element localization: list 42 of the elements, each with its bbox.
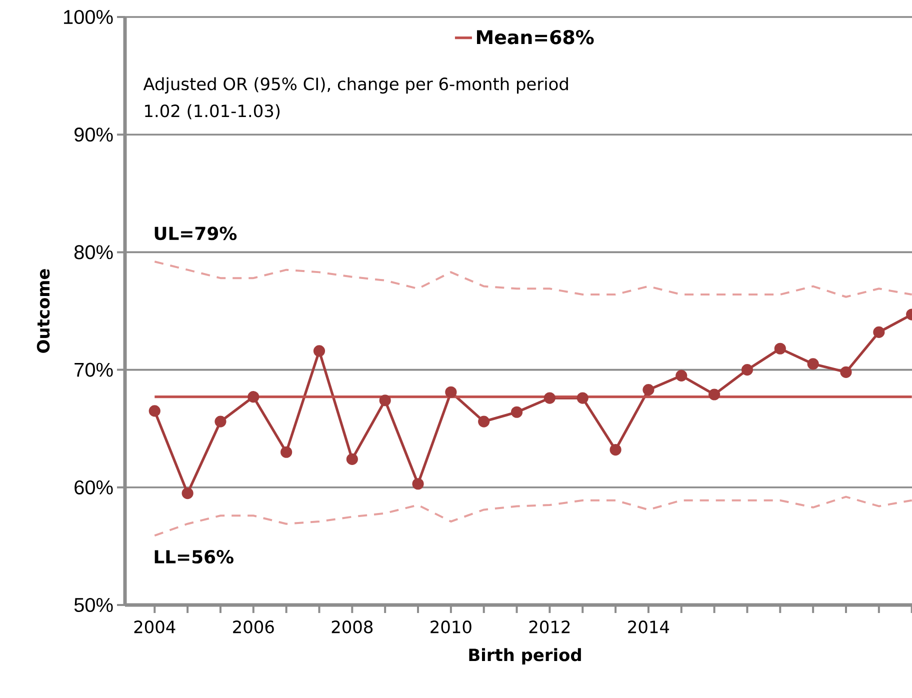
point (148, 405, 160, 417)
x-tick-label: 2006 (233, 620, 274, 634)
y-tick-label: 60% (74, 480, 113, 494)
point (346, 453, 358, 465)
x-tick-label: 2012 (529, 620, 570, 634)
y-axis-title: Outcome (36, 269, 50, 353)
y-tick-label: 90% (74, 128, 113, 142)
point (214, 416, 226, 428)
point (412, 478, 424, 490)
point (873, 326, 885, 338)
legend-label: Mean=68% (476, 30, 594, 44)
y-tick-label: 50% (74, 598, 113, 612)
x-tick-label: 2014 (628, 620, 670, 634)
point (642, 384, 654, 396)
point (379, 394, 391, 406)
y-tick-label: 80% (74, 245, 113, 260)
point (544, 392, 556, 404)
point (676, 370, 688, 382)
point (182, 487, 194, 500)
point (576, 392, 588, 404)
point (478, 416, 490, 428)
x-axis-title: Birth period (469, 648, 581, 665)
point (708, 388, 720, 400)
point (510, 406, 523, 418)
annotation: LL=56% (154, 550, 234, 564)
point (840, 366, 852, 378)
point (248, 391, 260, 403)
annotation: 1.02 (1.01-1.03) (145, 104, 280, 120)
point (741, 364, 754, 376)
point (445, 386, 457, 398)
x-tick-label: 2008 (332, 620, 373, 634)
annotation: Adjusted OR (95% CI), change per 6-month period (143, 77, 568, 94)
x-tick-label: 2004 (134, 620, 176, 634)
x-tick-label: 2010 (430, 620, 472, 634)
point (280, 446, 292, 458)
point (807, 358, 819, 370)
point (774, 342, 786, 354)
y-tick-label: 100% (64, 10, 113, 24)
annotation: UL=79% (154, 226, 237, 240)
point (313, 345, 326, 357)
y-tick-label: 70% (74, 362, 113, 377)
point (610, 444, 622, 456)
